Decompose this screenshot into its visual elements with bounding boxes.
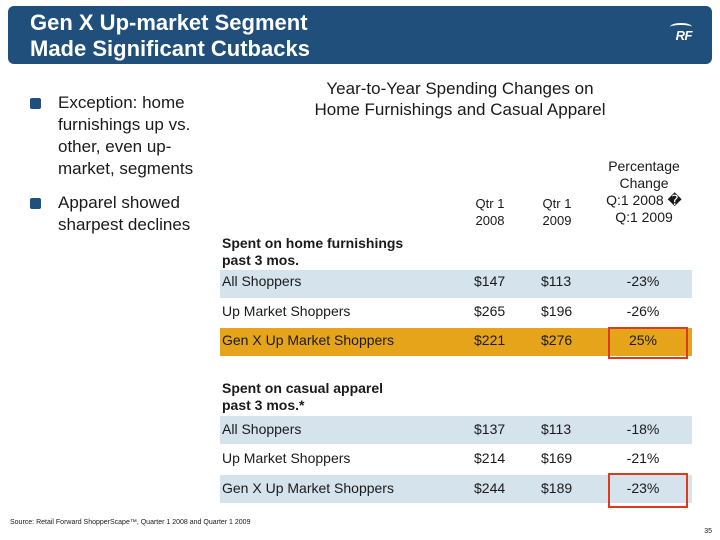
column-header-line: 2009 (542, 213, 572, 228)
column-header-q1-2009: Qtr 1 2009 (532, 195, 582, 229)
column-header-line: Qtr 1 (542, 196, 572, 211)
title-bar: Gen X Up-market Segment Made Significant… (8, 6, 712, 64)
column-header-percentage-change: Percentage Change Q:1 2008 � Q:1 2009 (592, 158, 696, 226)
column-header-line: Percentage (608, 158, 680, 174)
slide-title-line1: Gen X Up-market Segment (30, 10, 308, 35)
row-band (220, 416, 692, 444)
cell-q1-2008: $214 (474, 450, 506, 466)
column-header-line: Qtr 1 (475, 196, 505, 211)
section-heading-line: Spent on home furnishings (222, 235, 404, 251)
table-title: Year-to-Year Spending Changes on Home Fu… (270, 78, 650, 120)
row-band (220, 475, 692, 503)
cell-q1-2009: $196 (541, 303, 573, 319)
bullet-text: Exception: home furnishings up vs. other… (58, 93, 194, 178)
section-heading-casual-apparel: Spent on casual apparel past 3 mos.* (222, 380, 383, 414)
table-title-line2: Home Furnishings and Casual Apparel (314, 100, 606, 119)
slide-title: Gen X Up-market Segment Made Significant… (30, 10, 590, 62)
column-header-line: Change (619, 175, 669, 191)
cell-q1-2009: $169 (541, 450, 573, 466)
row-label: Up Market Shoppers (222, 303, 351, 319)
cell-q1-2008: $147 (474, 273, 506, 289)
cell-pct-change: -26% (626, 303, 660, 319)
highlight-box (608, 327, 688, 359)
section-heading-line: past 3 mos.* (222, 397, 305, 413)
bullet-text: Apparel showed sharpest declines (58, 193, 191, 234)
cell-pct-change: -23% (626, 480, 660, 496)
cell-q1-2008: $244 (474, 480, 506, 496)
page-number: 35 (704, 528, 712, 535)
square-bullet-icon (30, 98, 41, 109)
bullet-item: Exception: home furnishings up vs. other… (30, 92, 210, 180)
table-title-line1: Year-to-Year Spending Changes on (326, 79, 594, 98)
cell-q1-2008: $221 (474, 332, 506, 348)
logo-text: RF (675, 28, 693, 43)
column-header-line: 2008 (475, 213, 505, 228)
cell-pct-change: -21% (626, 450, 660, 466)
rf-logo: RF (669, 23, 693, 43)
row-label: Gen X Up Market Shoppers (222, 332, 394, 348)
cell-pct-change: -23% (626, 273, 660, 289)
row-label: Up Market Shoppers (222, 450, 351, 466)
bullet-item: Apparel showed sharpest declines (30, 192, 210, 236)
slide-title-line2: Made Significant Cutbacks (30, 36, 310, 61)
logo-swoosh-icon (669, 23, 692, 31)
row-band (220, 270, 692, 298)
highlight-box (608, 473, 688, 508)
cell-pct-change: 25% (628, 332, 658, 348)
cell-q1-2009: $276 (541, 332, 573, 348)
cell-q1-2009: $113 (541, 273, 572, 289)
cell-q1-2008: $265 (474, 303, 506, 319)
column-header-line: Q:1 2009 (615, 209, 673, 225)
column-header-line: Q:1 2008 � (606, 192, 682, 208)
bullet-list: Exception: home furnishings up vs. other… (30, 92, 210, 248)
cell-pct-change: -18% (626, 421, 660, 437)
row-label: All Shoppers (222, 421, 302, 437)
section-heading-line: past 3 mos. (222, 252, 300, 268)
column-header-q1-2008: Qtr 1 2008 (465, 195, 515, 229)
cell-q1-2009: $113 (541, 421, 572, 437)
section-heading-line: Spent on casual apparel (222, 380, 384, 396)
cell-q1-2009: $189 (541, 480, 573, 496)
square-bullet-icon (30, 198, 41, 209)
row-label: Gen X Up Market Shoppers (222, 480, 394, 496)
row-band-highlight (220, 328, 692, 356)
section-heading-home-furnishings: Spent on home furnishings past 3 mos. (222, 235, 403, 269)
cell-q1-2008: $137 (474, 421, 506, 437)
row-label: All Shoppers (222, 273, 302, 289)
source-note: Source: Retail Forward ShopperScape™, Qu… (10, 519, 251, 526)
